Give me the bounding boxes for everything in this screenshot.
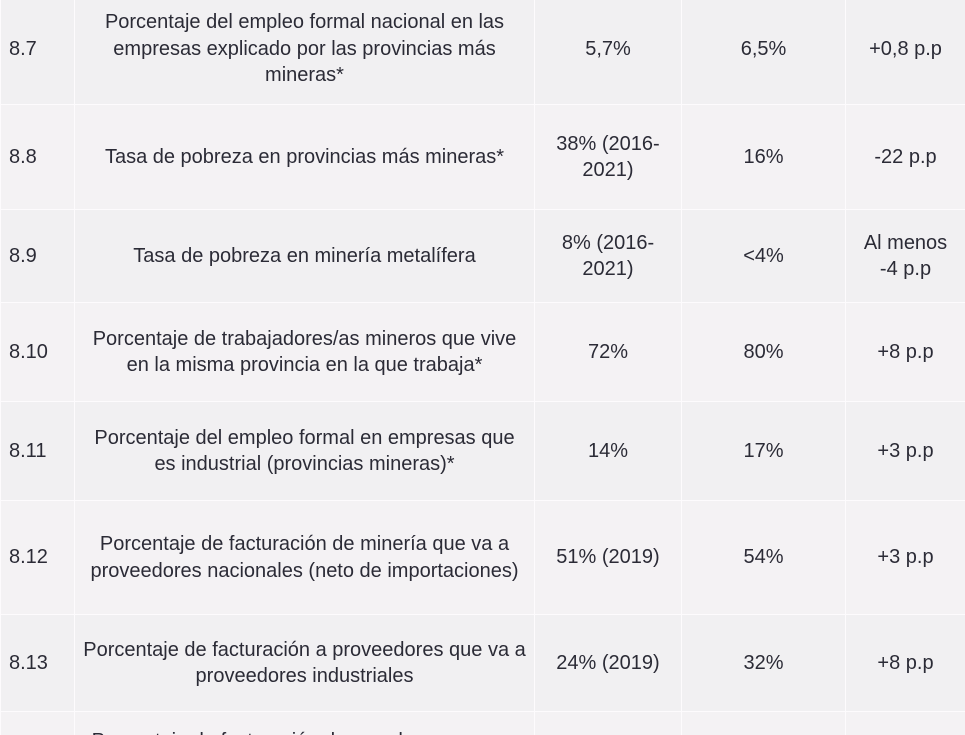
- table-row: 8.13 Porcentaje de facturación a proveed…: [0, 614, 965, 712]
- cell-indicator-change: +3 p.p: [845, 401, 965, 501]
- cell-indicator-baseline: 24% (2019): [534, 614, 682, 712]
- cell-indicator-baseline: 38% (2016-2021): [534, 104, 682, 210]
- table-row: 8.10 Porcentaje de trabajadores/as miner…: [0, 302, 965, 402]
- cell-indicator-description: Porcentaje de facturación de grandes emp…: [74, 711, 535, 735]
- cell-indicator-baseline: 51% (2019): [534, 500, 682, 615]
- table-row: 8.9 Tasa de pobreza en minería metalífer…: [0, 209, 965, 303]
- cell-indicator-id: 8.10: [0, 302, 75, 402]
- cell-indicator-description: Porcentaje del empleo formal en empresas…: [74, 401, 535, 501]
- cell-indicator-goal: 54%: [681, 500, 846, 615]
- table-row: 8.12 Porcentaje de facturación de minerí…: [0, 500, 965, 615]
- cell-indicator-baseline: 5,7%: [534, 0, 682, 105]
- cell-indicator-id: 8.13: [0, 614, 75, 712]
- cell-indicator-goal: 84%: [681, 711, 846, 735]
- cell-indicator-goal: 80%: [681, 302, 846, 402]
- cell-indicator-description: Porcentaje de trabajadores/as mineros qu…: [74, 302, 535, 402]
- cell-indicator-description: Porcentaje de facturación de minería que…: [74, 500, 535, 615]
- cell-indicator-id: 8.14: [0, 711, 75, 735]
- cell-indicator-baseline: 8% (2016-2021): [534, 209, 682, 303]
- cell-indicator-baseline: 72%: [534, 302, 682, 402]
- cell-indicator-description: Porcentaje de facturación a proveedores …: [74, 614, 535, 712]
- cell-indicator-goal: 32%: [681, 614, 846, 712]
- cell-indicator-change: +4 p.p: [845, 711, 965, 735]
- cell-indicator-goal: 6,5%: [681, 0, 846, 105]
- cell-indicator-goal: <4%: [681, 209, 846, 303]
- cell-indicator-description: Tasa de pobreza en minería metalífera: [74, 209, 535, 303]
- table-row: 8.8 Tasa de pobreza en provincias más mi…: [0, 104, 965, 210]
- table-row: 8.14 Porcentaje de facturación de grande…: [0, 711, 965, 735]
- table-row: 8.11 Porcentaje del empleo formal en emp…: [0, 401, 965, 501]
- cell-indicator-change: Al menos -4 p.p: [845, 209, 965, 303]
- cell-indicator-id: 8.12: [0, 500, 75, 615]
- cell-indicator-change: +3 p.p: [845, 500, 965, 615]
- cell-indicator-description: Tasa de pobreza en provincias más minera…: [74, 104, 535, 210]
- cell-indicator-id: 8.7: [0, 0, 75, 105]
- cell-indicator-baseline: 14%: [534, 401, 682, 501]
- cell-indicator-change: +8 p.p: [845, 302, 965, 402]
- cell-indicator-goal: 16%: [681, 104, 846, 210]
- cell-indicator-id: 8.9: [0, 209, 75, 303]
- cell-indicator-baseline: 80% (2017-19): [534, 711, 682, 735]
- cell-indicator-id: 8.8: [0, 104, 75, 210]
- table-row: 8.7 Porcentaje del empleo formal naciona…: [0, 0, 965, 105]
- cell-indicator-change: -22 p.p: [845, 104, 965, 210]
- cell-indicator-description: Porcentaje del empleo formal nacional en…: [74, 0, 535, 105]
- cell-indicator-id: 8.11: [0, 401, 75, 501]
- cell-indicator-goal: 17%: [681, 401, 846, 501]
- cell-indicator-change: +0,8 p.p: [845, 0, 965, 105]
- cell-indicator-change: +8 p.p: [845, 614, 965, 712]
